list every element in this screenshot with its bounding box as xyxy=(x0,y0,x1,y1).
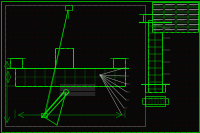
Bar xyxy=(145,96,165,106)
Bar xyxy=(148,20,162,92)
Bar xyxy=(15,68,125,86)
Bar xyxy=(55,48,73,68)
Bar xyxy=(65,5,72,10)
Bar xyxy=(152,2,198,32)
Bar xyxy=(41,113,47,117)
Bar xyxy=(145,84,165,92)
Bar xyxy=(5,5,145,126)
Bar xyxy=(142,98,168,104)
Bar xyxy=(143,14,167,22)
Bar xyxy=(113,58,125,68)
Bar xyxy=(10,58,22,68)
